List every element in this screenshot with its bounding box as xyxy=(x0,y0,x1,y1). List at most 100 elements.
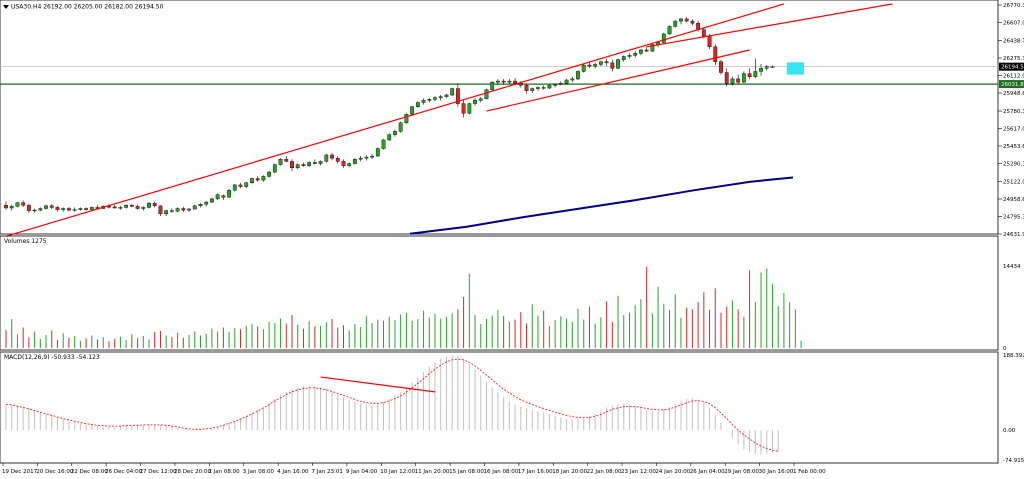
time-tick-label: 11 Jan 20:00 xyxy=(415,469,450,475)
channel-line[interactable] xyxy=(5,3,785,237)
channel-line[interactable] xyxy=(486,49,750,112)
price-tag-label: 26194.50 xyxy=(1001,65,1024,71)
candle xyxy=(84,207,88,211)
candle xyxy=(244,181,249,189)
candle xyxy=(593,62,598,69)
volume-title: Volumes 1275 xyxy=(4,238,47,245)
price-tick-label: 26607.00 xyxy=(1003,20,1024,26)
macd-histogram xyxy=(5,355,779,455)
triangle-down-icon[interactable] xyxy=(3,5,9,9)
time-tick-label: 27 Dec 12:00 xyxy=(140,469,177,475)
candle xyxy=(255,176,260,182)
highlight-box[interactable] xyxy=(786,62,804,75)
time-tick-label: 29 Jan 08:00 xyxy=(724,469,759,475)
macd-tick-label: 188.392 xyxy=(1003,353,1024,359)
candle xyxy=(444,93,449,99)
candle xyxy=(467,102,472,115)
candle xyxy=(284,156,289,163)
candle xyxy=(576,70,580,81)
candle xyxy=(433,96,437,102)
price-tags: 26194.50 26031.83 xyxy=(999,62,1024,89)
candle xyxy=(295,163,300,169)
candle xyxy=(719,59,723,75)
candle xyxy=(358,156,363,162)
candle xyxy=(387,133,392,142)
time-tick-label: 16 Jan 08:00 xyxy=(483,469,518,475)
candle xyxy=(450,87,455,97)
candle xyxy=(410,105,415,116)
candle xyxy=(347,162,352,167)
candle xyxy=(564,78,569,85)
candle xyxy=(67,206,71,212)
candle xyxy=(541,85,546,90)
time-tick-label: 18 Jan 20:00 xyxy=(552,469,587,475)
price-tick-label: 26770.35 xyxy=(1003,3,1024,9)
price-tick-label: 24795.30 xyxy=(1003,215,1024,221)
candle xyxy=(158,205,163,217)
candle xyxy=(690,18,695,26)
candle xyxy=(770,65,775,69)
moving-average xyxy=(409,176,794,235)
time-tick-label: 19 Dec 2017 xyxy=(2,469,38,475)
channel-line[interactable] xyxy=(646,3,893,48)
macd-panel[interactable]: 188.392 0.00 -74.915 MACD(12,26,9) -50.933… xyxy=(0,351,1024,464)
candle xyxy=(490,81,495,91)
horizontal-level xyxy=(0,66,998,85)
candle xyxy=(604,58,609,67)
candle xyxy=(107,204,111,209)
candle xyxy=(415,101,420,108)
candle xyxy=(129,203,134,208)
price-panel[interactable]: 26770.35 26607.00 26438.70 26275.35 26112.00… xyxy=(0,0,1024,238)
volume-panel[interactable]: 14434 0 Volumes 1275 xyxy=(0,235,1021,352)
time-tick-label: 24 Jan 20:00 xyxy=(655,469,690,475)
candle xyxy=(78,207,83,211)
candle xyxy=(667,25,672,36)
candle xyxy=(473,98,477,106)
candle xyxy=(15,202,20,208)
candle xyxy=(21,200,26,207)
candle xyxy=(250,177,254,184)
candle xyxy=(324,153,329,163)
channel-lines xyxy=(5,3,893,237)
candle xyxy=(181,206,186,212)
divergence-line[interactable] xyxy=(320,376,436,393)
price-tag-label: 26031.83 xyxy=(1001,82,1024,88)
candle xyxy=(455,83,460,107)
candle xyxy=(55,205,60,212)
price-tick-label: 25453.65 xyxy=(1003,144,1024,150)
time-tick-label: 28 Dec 20:00 xyxy=(174,469,211,475)
candle xyxy=(221,194,226,200)
candle xyxy=(610,59,615,72)
candle xyxy=(644,46,649,53)
candle xyxy=(587,61,592,69)
candle xyxy=(759,63,763,76)
candles xyxy=(4,16,775,217)
price-tick-label: 24631.95 xyxy=(1003,232,1024,238)
candle xyxy=(650,43,655,53)
candle xyxy=(616,58,620,70)
candle xyxy=(484,88,489,100)
candle xyxy=(730,76,735,86)
candle xyxy=(169,208,174,213)
candle xyxy=(232,183,237,192)
candle xyxy=(536,86,540,91)
candle xyxy=(49,204,54,210)
candle xyxy=(633,51,638,58)
candle xyxy=(335,156,340,164)
candle xyxy=(398,121,403,133)
candle xyxy=(553,83,558,88)
time-tick-label: 20 Dec 16:00 xyxy=(36,469,73,475)
time-tick-label: 26 Jan 04:00 xyxy=(690,469,725,475)
candle xyxy=(375,147,380,158)
time-tick-label: 22 Dec 08:00 xyxy=(71,469,108,475)
time-tick-label: 3 Jan 08:00 xyxy=(243,469,275,475)
time-tick-label: 23 Jan 12:00 xyxy=(621,469,656,475)
price-tick-label: 26112.00 xyxy=(1003,74,1024,80)
ma-line xyxy=(409,176,794,235)
candle xyxy=(72,207,77,212)
price-tick-label: 26275.35 xyxy=(1003,56,1024,62)
volume-tick-label: 0 xyxy=(1003,346,1007,352)
candle xyxy=(570,76,575,83)
